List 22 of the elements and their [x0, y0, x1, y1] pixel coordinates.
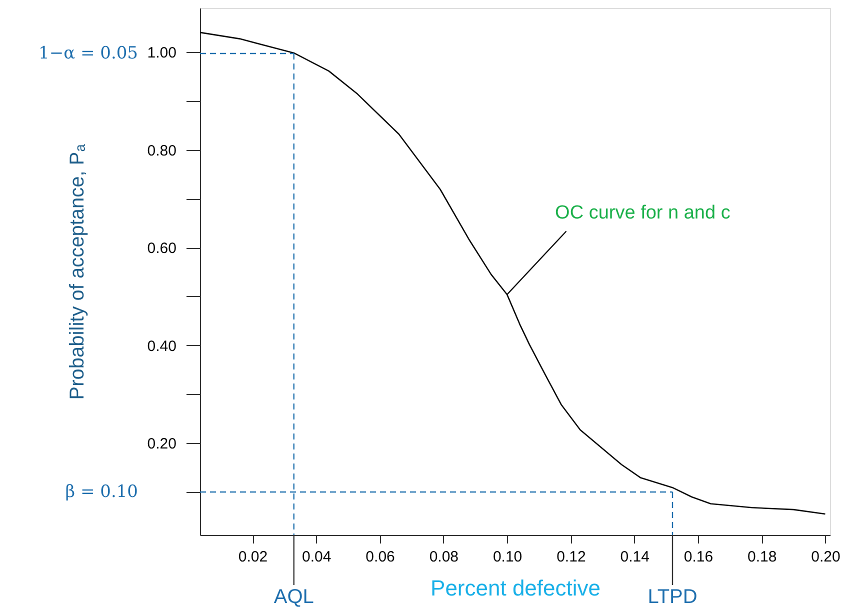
x-tick-label: 0.18: [747, 548, 777, 566]
y-tick-label: 0.60: [147, 240, 176, 258]
x-tick-label: 0.02: [238, 548, 268, 566]
x-tick-label: 0.12: [556, 548, 586, 566]
y-tick-label: 1.00: [147, 44, 176, 62]
ref-line-label: AQL: [274, 586, 314, 608]
annotation: OC curve for n and c: [555, 202, 730, 224]
y-tick-label: 0.80: [147, 142, 176, 160]
x-tick-label: 0.14: [620, 548, 650, 566]
x-tick-label: 0.10: [492, 548, 522, 566]
ref-line-label: β = 0.10: [65, 482, 138, 502]
ref-line-label: LTPD: [648, 586, 698, 608]
x-tick-label: 0.16: [684, 548, 714, 566]
x-axis-title: Percent defective: [430, 576, 600, 600]
x-tick-label: 0.20: [811, 548, 840, 566]
x-tick-label: 0.06: [366, 548, 395, 566]
x-tick-label: 0.08: [429, 548, 459, 566]
x-tick-label: 0.04: [302, 548, 332, 566]
ref-line-label: 1−α = 0.05: [38, 43, 138, 64]
y-tick-label: 0.40: [147, 338, 176, 355]
y-tick-label: 0.20: [147, 436, 176, 453]
y-axis-title: Probability of acceptance, Pₐ: [66, 144, 88, 400]
